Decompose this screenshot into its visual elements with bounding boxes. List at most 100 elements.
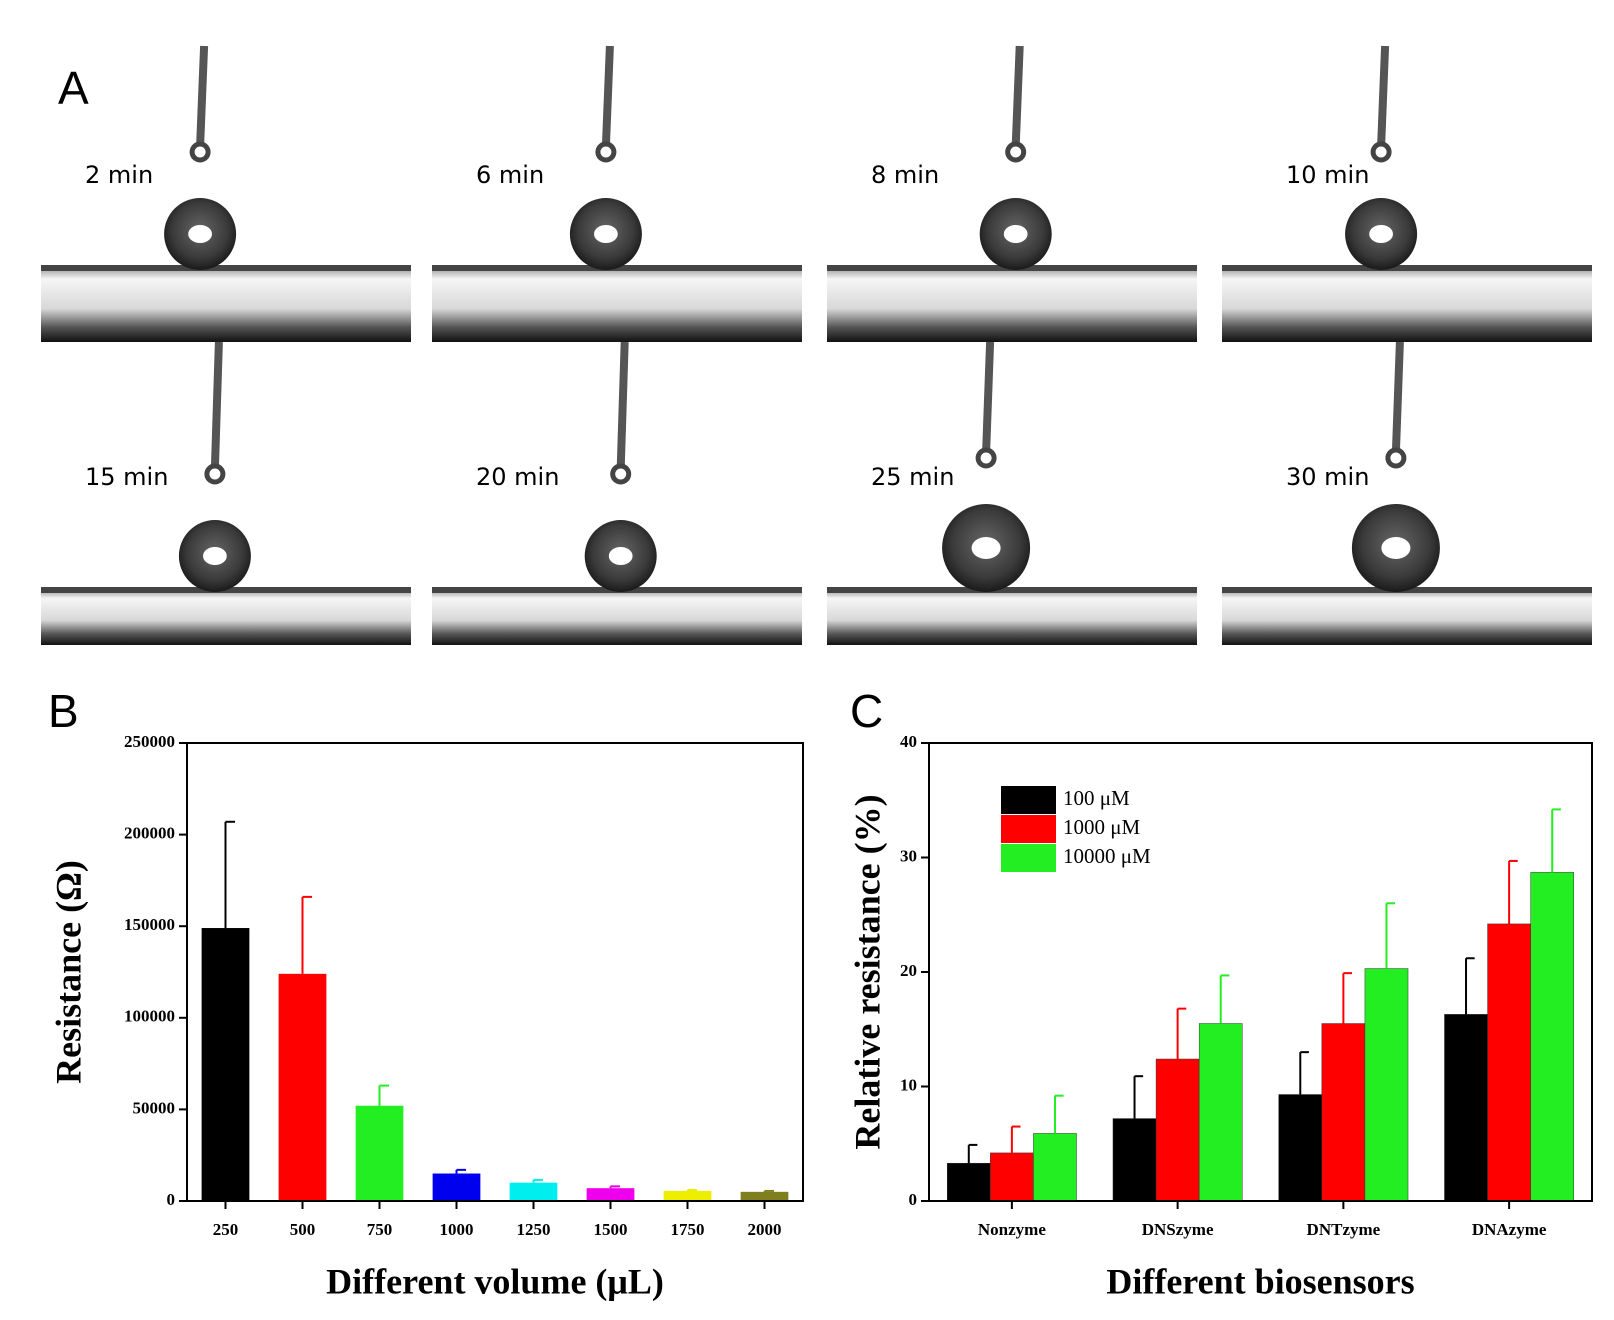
x-tick-label: 1000 (440, 1220, 474, 1239)
plot-frame (928, 742, 1593, 1202)
x-tick-label: 1750 (671, 1220, 705, 1239)
bar (278, 973, 327, 1201)
y-tick-label: 20 (900, 961, 917, 980)
legend-label: 100 μM (1063, 786, 1130, 810)
bar (990, 1152, 1034, 1202)
needle-tip (610, 463, 632, 485)
needle-tip (1370, 141, 1392, 163)
legend-swatch (1001, 815, 1056, 843)
droplet-highlight (188, 225, 212, 243)
x-tick-label: DNTzyme (1307, 1220, 1381, 1239)
x-tick-label: DNSzyme (1142, 1220, 1214, 1239)
y-tick-label: 200000 (124, 824, 175, 843)
substrate (1222, 268, 1592, 342)
needle (1391, 341, 1404, 453)
x-tick-label: 500 (290, 1220, 316, 1239)
needle-tip (189, 141, 211, 163)
x-tick-label: 250 (213, 1220, 239, 1239)
frame-label: 8 min (871, 161, 939, 189)
needle-tip (975, 447, 997, 469)
bar (946, 1162, 991, 1202)
needle-tip (1385, 447, 1407, 469)
bar (1112, 1118, 1157, 1202)
bar (1487, 923, 1531, 1202)
substrate (41, 268, 411, 342)
bar (1278, 1094, 1323, 1202)
bar (586, 1188, 635, 1201)
frame-label: 25 min (871, 463, 954, 491)
y-axis-title: Resistance (Ω) (48, 860, 88, 1084)
droplet-highlight (1381, 537, 1411, 559)
frame-label: 2 min (85, 161, 153, 189)
x-tick-label: 750 (367, 1220, 393, 1239)
frame-label: 6 min (476, 161, 544, 189)
y-tick-label: 0 (167, 1190, 176, 1209)
droplet-highlight (1369, 225, 1393, 243)
bar (1198, 1023, 1243, 1202)
frame-label: 10 min (1286, 161, 1369, 189)
needle-tip (595, 141, 617, 163)
needle-tip (204, 463, 226, 485)
bar (663, 1190, 712, 1201)
x-tick-label: 1250 (517, 1220, 551, 1239)
substrate (827, 268, 1197, 342)
panel-label: C (850, 685, 883, 737)
bar (1033, 1133, 1077, 1202)
droplet-highlight (608, 547, 633, 565)
frame-label: 30 min (1286, 463, 1369, 491)
bar (509, 1182, 558, 1201)
x-tick-label: 1500 (594, 1220, 628, 1239)
needle (196, 45, 209, 147)
substrate (1222, 590, 1592, 645)
needle (1377, 45, 1390, 147)
x-axis-title: Different biosensors (1106, 1261, 1414, 1301)
legend-label: 10000 μM (1063, 844, 1151, 868)
panel-label: B (48, 685, 79, 737)
droplet-highlight (1003, 225, 1028, 243)
y-tick-label: 50000 (133, 1098, 176, 1117)
x-tick-label: DNAzyme (1472, 1220, 1547, 1239)
x-axis-title: Different volume (μL) (326, 1261, 664, 1301)
y-axis-title: Relative resistance (%) (847, 794, 887, 1149)
bar (1321, 1023, 1366, 1202)
substrate-edge (827, 587, 1197, 593)
substrate (827, 590, 1197, 645)
bar (1444, 1014, 1488, 1202)
panel-label: A (58, 62, 89, 114)
bar (740, 1191, 789, 1201)
y-tick-label: 0 (909, 1190, 918, 1209)
substrate (432, 268, 802, 342)
needle (1011, 45, 1024, 147)
bar (432, 1173, 481, 1201)
droplet-highlight (203, 547, 227, 565)
x-tick-label: Nonzyme (978, 1220, 1046, 1239)
bar (201, 928, 250, 1201)
needle-tip (1005, 141, 1027, 163)
bar (1155, 1058, 1200, 1202)
y-tick-label: 30 (900, 846, 917, 865)
substrate-edge (41, 265, 411, 271)
bar (1530, 872, 1575, 1202)
legend-label: 1000 μM (1063, 815, 1141, 839)
droplet-highlight (971, 537, 1001, 559)
substrate-edge (1222, 265, 1592, 271)
needle (210, 341, 223, 469)
legend-swatch (1001, 786, 1056, 814)
y-tick-label: 40 (900, 732, 917, 751)
y-tick-label: 10 (900, 1075, 917, 1094)
substrate (432, 590, 802, 645)
bar (1364, 968, 1409, 1202)
x-tick-label: 2000 (748, 1220, 782, 1239)
bar (355, 1105, 404, 1201)
needle (601, 45, 614, 147)
y-tick-label: 150000 (124, 915, 175, 934)
needle (616, 341, 629, 469)
y-tick-label: 100000 (124, 1007, 175, 1026)
frame-label: 15 min (85, 463, 168, 491)
droplet-highlight (594, 225, 618, 243)
y-tick-label: 250000 (124, 732, 175, 751)
substrate (41, 590, 411, 645)
frame-label: 20 min (476, 463, 559, 491)
needle (982, 341, 995, 453)
